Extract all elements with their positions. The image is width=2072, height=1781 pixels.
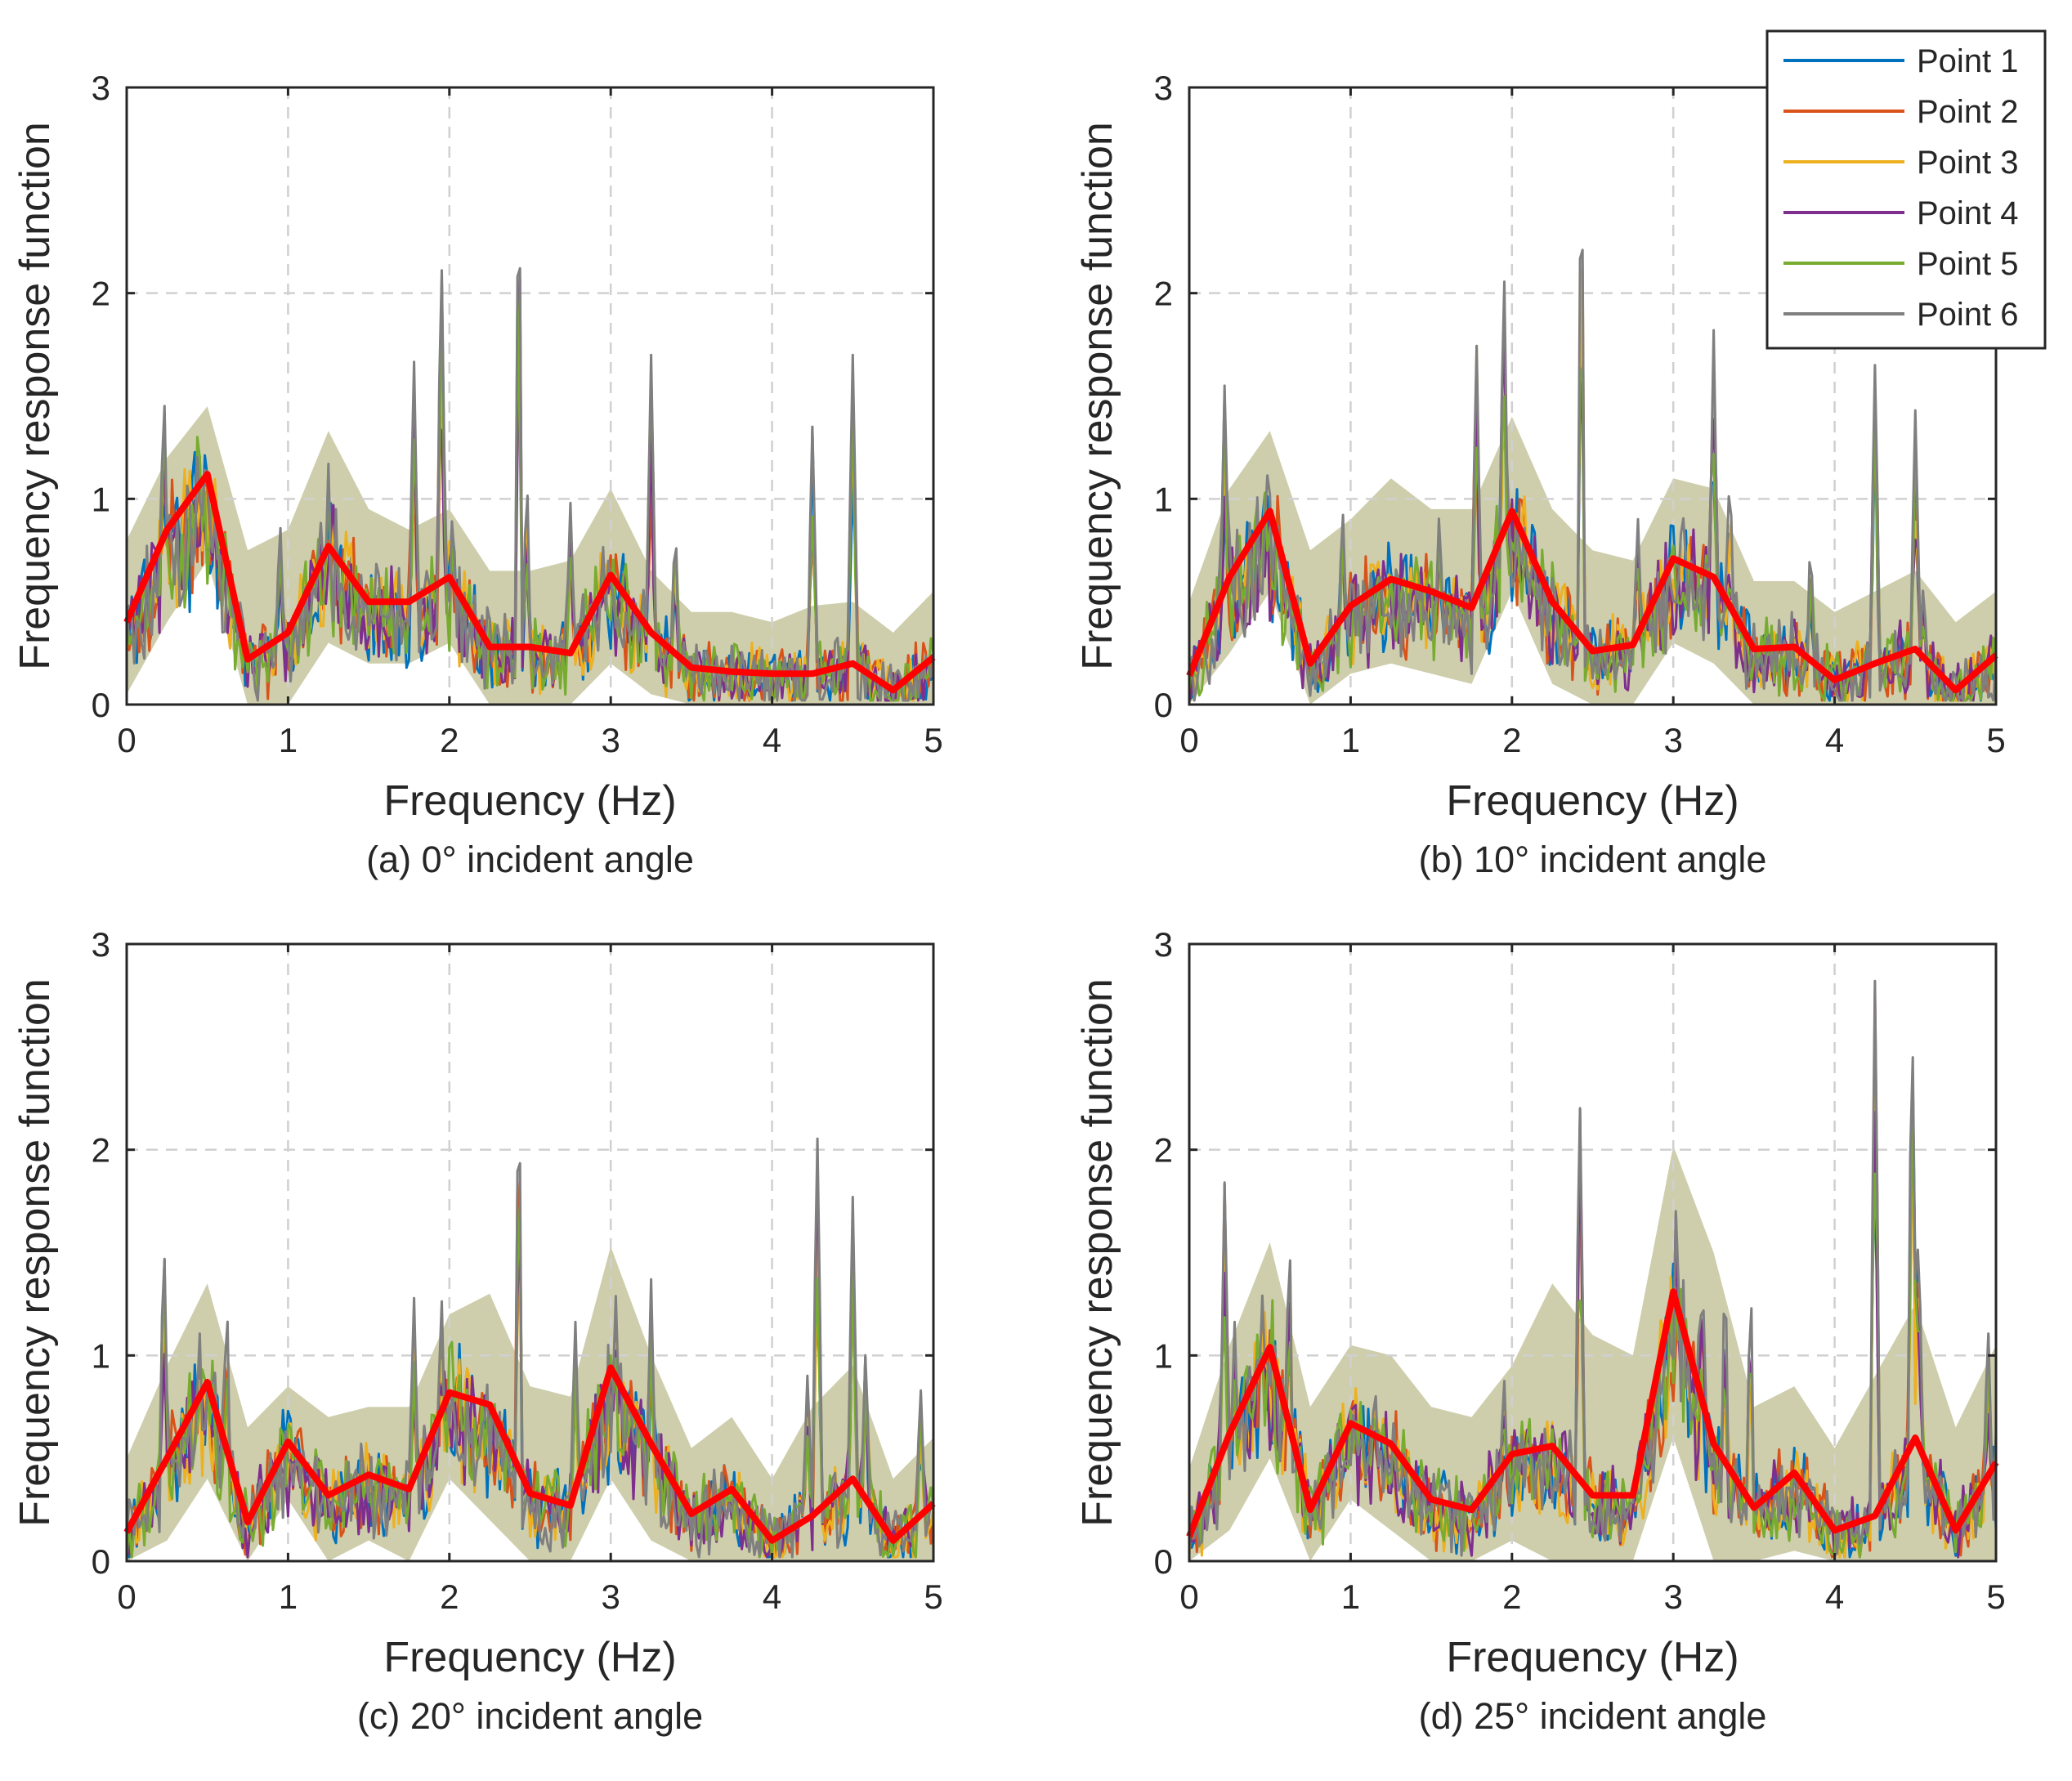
axis-ticks: 0 1 2 3 4 5 0 1 2 3 [92,69,943,759]
x-tick-label: 4 [1825,1577,1844,1616]
confidence-band [1189,416,1996,705]
axes-frame [1188,86,1998,706]
y-tick-label: 2 [92,1131,110,1170]
subplot-a: 0 1 2 3 4 5 0 1 2 3 Frequency (Hz) Frequency resp… [11,69,943,880]
x-tick-label: 4 [763,721,781,759]
x-tick-label: 5 [924,721,942,759]
series-line-point-6 [1188,248,1998,702]
mean-line [123,471,936,694]
mean-polyline [123,471,936,694]
legend-label-point-6: Point 6 [1917,297,2019,333]
x-axis-label: Frequency (Hz) [1446,1634,1739,1681]
y-axis-label: Frequency response function [11,122,59,670]
axes-frame [125,942,935,1563]
mean-polyline [1186,1288,1999,1538]
legend-label-point-3: Point 3 [1917,145,2019,181]
subplot-c: 0 1 2 3 4 5 0 1 2 3 Frequency (Hz) Frequency resp… [11,925,943,1737]
series-line-point-6 [1188,979,1998,1557]
y-tick-label: 2 [1154,1131,1173,1170]
y-axis-label: Frequency response function [1074,122,1121,670]
x-tick-label: 4 [763,1577,781,1616]
y-tick-label: 1 [92,1336,110,1375]
subplot-d: 0 1 2 3 4 5 0 1 2 3 Frequency (Hz) Frequency resp… [1074,925,2006,1737]
legend-label-point-1: Point 1 [1917,43,2019,79]
y-tick-label: 1 [92,480,110,518]
y-axis-label: Frequency response function [11,978,59,1527]
x-tick-label: 5 [1986,721,2005,759]
axis-ticks: 0 1 2 3 4 5 0 1 2 3 [92,925,943,1616]
y-tick-label: 1 [1154,480,1173,518]
y-tick-label: 0 [92,686,110,724]
x-tick-label: 4 [1825,721,1844,759]
x-axis-label: Frequency (Hz) [1446,777,1739,825]
y-tick-label: 3 [1154,925,1173,964]
subplot-caption: (b) 10° incident angle [1419,839,1767,880]
band-area [1189,416,1996,705]
mean-line [1186,508,1998,694]
subplot-caption: (d) 25° incident angle [1419,1695,1767,1737]
y-tick-label: 2 [1154,275,1173,313]
x-axis-label: Frequency (Hz) [383,777,676,825]
subplot-caption: (a) 0° incident angle [366,839,694,880]
mean-line [123,1364,936,1544]
x-tick-label: 5 [924,1577,942,1616]
mean-line [1186,1288,1999,1538]
y-tick-label: 3 [1154,69,1173,107]
x-tick-label: 3 [602,1577,620,1616]
x-tick-label: 1 [279,1577,298,1616]
y-tick-label: 3 [92,925,110,964]
x-tick-label: 0 [1179,1577,1198,1616]
x-tick-label: 2 [440,1577,459,1616]
legend-label-point-4: Point 4 [1917,195,2019,231]
x-tick-label: 2 [1502,721,1521,759]
x-tick-label: 3 [1664,721,1683,759]
axis-ticks: 0 1 2 3 4 5 0 1 2 3 [1154,69,2006,759]
x-tick-label: 0 [1179,721,1198,759]
legend-label-point-5: Point 5 [1917,246,2019,282]
x-tick-label: 2 [1502,1577,1521,1616]
y-tick-label: 0 [1154,686,1173,724]
series-line-point-6 [125,1137,935,1559]
x-axis-label: Frequency (Hz) [383,1634,676,1681]
x-tick-label: 1 [1341,1577,1360,1616]
mean-polyline [1186,508,1998,694]
mean-polyline [123,1364,936,1544]
x-tick-label: 3 [602,721,620,759]
y-tick-label: 1 [1154,1336,1173,1375]
axis-ticks: 0 1 2 3 4 5 0 1 2 3 [1154,925,2006,1616]
x-tick-label: 0 [117,721,136,759]
axes-frame [125,86,935,706]
subplot-caption: (c) 20° incident angle [357,1695,703,1737]
y-tick-label: 2 [92,275,110,313]
legend: Point 1 Point 2 Point 3 Point 4 Point 5 … [1765,29,2047,350]
x-tick-label: 3 [1664,1577,1683,1616]
subplot-b: 0 1 2 3 4 5 0 1 2 3 Frequency (Hz) Frequency resp… [1074,69,2006,880]
x-tick-label: 1 [279,721,298,759]
legend-box [1765,29,2047,350]
y-tick-label: 0 [1154,1542,1173,1581]
y-tick-label: 3 [92,69,110,107]
x-tick-label: 2 [440,721,459,759]
legend-label-point-2: Point 2 [1917,94,2019,130]
x-tick-label: 0 [117,1577,136,1616]
axes-frame [1188,942,1998,1563]
y-axis-label: Frequency response function [1074,978,1121,1527]
y-tick-label: 0 [92,1542,110,1581]
x-tick-label: 5 [1986,1577,2005,1616]
x-tick-label: 1 [1341,721,1360,759]
